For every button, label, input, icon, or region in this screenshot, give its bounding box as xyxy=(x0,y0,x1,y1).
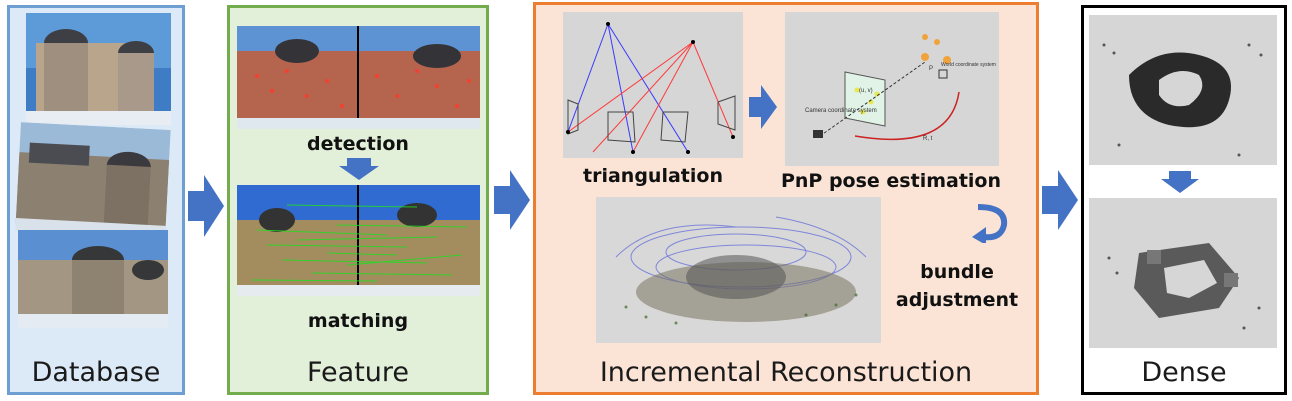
detection-label: detection xyxy=(307,133,409,155)
castle-photo-2 xyxy=(15,122,171,238)
dense-caption: Dense xyxy=(1141,357,1227,388)
bundle-label-line2: adjustment xyxy=(895,289,1019,311)
database-panel: Database xyxy=(7,5,185,395)
incremental-caption: Incremental Reconstruction xyxy=(599,357,973,388)
database-caption: Database xyxy=(31,357,161,388)
pnp-pose-label: R, t xyxy=(923,136,933,142)
matching-image xyxy=(237,185,480,296)
dense-model-bottom xyxy=(1089,198,1277,348)
pnp-world-label: World coordinate system xyxy=(941,62,996,68)
feature-caption: Feature xyxy=(306,357,410,388)
triangulation-label: triangulation xyxy=(583,165,723,187)
castle-photo-1 xyxy=(26,13,171,125)
bundle-label-line1: bundle xyxy=(920,261,994,283)
dense-panel: Dense xyxy=(1081,5,1287,395)
bundle-adjustment-loop-icon xyxy=(968,201,1008,243)
pnp-diagram: Camera coordinate system World coordinat… xyxy=(785,12,999,166)
feature-panel: detection matching Feature xyxy=(227,5,489,395)
triangulation-diagram xyxy=(563,12,743,158)
dense-down-arrow xyxy=(1161,171,1199,193)
triangulation-to-pnp-arrow xyxy=(749,85,777,129)
flow-arrow-2 xyxy=(494,170,530,230)
castle-photo-3 xyxy=(18,230,168,328)
pnp-camera-label: Camera coordinate system xyxy=(805,108,877,114)
dense-model-top xyxy=(1089,15,1277,165)
pnp-label: PnP pose estimation xyxy=(780,170,1002,192)
flow-arrow-1 xyxy=(188,175,224,237)
flow-arrow-3 xyxy=(1042,170,1078,230)
detection-to-matching-arrow xyxy=(339,158,379,180)
detection-image xyxy=(237,26,480,129)
pnp-point-label: P xyxy=(929,66,933,72)
incremental-panel: triangulation Camera coordinate system W… xyxy=(533,2,1039,395)
matching-label: matching xyxy=(307,310,409,332)
pnp-image-point: (u, v) xyxy=(859,88,873,94)
sparse-point-cloud xyxy=(596,197,881,343)
